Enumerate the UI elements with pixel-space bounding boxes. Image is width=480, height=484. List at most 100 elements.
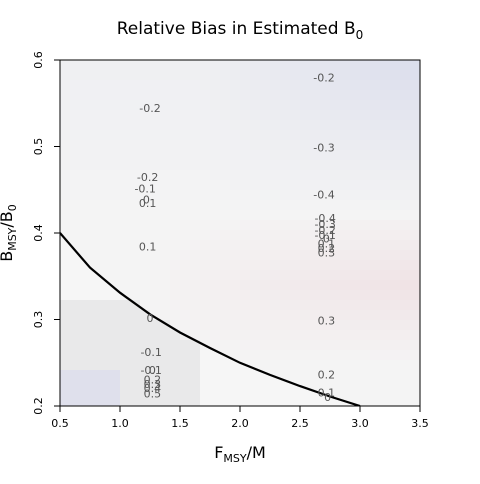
heatmap-cell [110, 130, 121, 141]
heatmap-cell [410, 180, 420, 191]
heatmap-cell [170, 80, 181, 91]
heatmap-cell [240, 130, 251, 141]
heatmap-cell [350, 370, 361, 381]
heatmap-cell [220, 150, 231, 161]
heatmap-cell [120, 120, 131, 131]
heatmap-cell [70, 110, 81, 121]
heatmap-cell [120, 240, 131, 251]
heatmap-cell [120, 340, 131, 351]
heatmap-cell [350, 180, 361, 191]
heatmap-cell [330, 210, 341, 221]
heatmap-cell [250, 260, 261, 271]
heatmap-cell [100, 340, 111, 351]
heatmap-cell [310, 280, 321, 291]
heatmap-cell [140, 380, 151, 391]
heatmap-cell [320, 70, 331, 81]
heatmap-cell [370, 240, 381, 251]
heatmap-cell [240, 340, 251, 351]
heatmap-cell [300, 270, 311, 281]
heatmap-cell [340, 260, 351, 271]
heatmap-cell [400, 130, 411, 141]
heatmap-cell [400, 250, 411, 261]
heatmap-cell [190, 200, 201, 211]
heatmap-cell [260, 150, 271, 161]
heatmap-cell [310, 140, 321, 151]
heatmap-cell [80, 60, 91, 71]
heatmap-cell [370, 380, 381, 391]
heatmap-cell [110, 330, 121, 341]
heatmap-cell [110, 190, 121, 201]
heatmap-cell [370, 340, 381, 351]
heatmap-cell [100, 230, 111, 241]
heatmap-cell [270, 210, 281, 221]
heatmap-cell [330, 110, 341, 121]
heatmap-cell [330, 360, 341, 371]
heatmap-cell [90, 340, 101, 351]
heatmap-cell [200, 290, 211, 301]
heatmap-cell [230, 150, 241, 161]
heatmap-cell [270, 120, 281, 131]
heatmap-cell [380, 320, 391, 331]
heatmap-cell [300, 180, 311, 191]
heatmap-cell [210, 310, 221, 321]
heatmap-cell [120, 70, 131, 81]
heatmap-cell [300, 60, 311, 71]
heatmap-cell [130, 350, 141, 361]
heatmap-cell [70, 190, 81, 201]
heatmap-cell [230, 380, 241, 391]
heatmap-cell [220, 320, 231, 331]
heatmap-cell [190, 360, 201, 371]
heatmap-cell [140, 160, 151, 171]
heatmap-cell [210, 340, 221, 351]
heatmap-cell [80, 130, 91, 141]
heatmap-cell [390, 60, 401, 71]
heatmap-cell [230, 160, 241, 171]
heatmap-cell [410, 240, 420, 251]
heatmap-cell [140, 260, 151, 271]
heatmap-cell [370, 150, 381, 161]
heatmap-cell [300, 310, 311, 321]
heatmap-cell [70, 200, 81, 211]
heatmap-cell [270, 390, 281, 401]
heatmap-cell [260, 120, 271, 131]
contour-label: 0.5 [144, 387, 162, 400]
heatmap-cell [70, 60, 81, 71]
heatmap-cell [180, 390, 191, 401]
heatmap-cell [170, 70, 181, 81]
heatmap-cell [260, 280, 271, 291]
heatmap-cell [240, 120, 251, 131]
heatmap-cell [350, 150, 361, 161]
heatmap-cell [100, 80, 111, 91]
heatmap-cell [200, 330, 211, 341]
heatmap-cell [250, 250, 261, 261]
heatmap-cell [390, 290, 401, 301]
heatmap-cell [210, 400, 221, 406]
heatmap-cell [170, 160, 181, 171]
heatmap-cell [160, 60, 171, 71]
heatmap-cell [310, 400, 321, 406]
heatmap-cell [180, 350, 191, 361]
heatmap-cell [310, 70, 321, 81]
heatmap-cell [200, 360, 211, 371]
heatmap-cell [400, 230, 411, 241]
heatmap-cell [410, 220, 420, 231]
heatmap-cell [160, 340, 171, 351]
heatmap-cell [60, 100, 71, 111]
heatmap-cell [80, 220, 91, 231]
heatmap-cell [230, 90, 241, 101]
heatmap-cell [380, 70, 391, 81]
heatmap-cell [380, 360, 391, 371]
heatmap-cell [70, 120, 81, 131]
heatmap-cell [190, 110, 201, 121]
heatmap-cell [220, 100, 231, 111]
heatmap-cell [290, 230, 301, 241]
heatmap-cell [70, 150, 81, 161]
heatmap-cell [300, 330, 311, 341]
heatmap-cell [210, 280, 221, 291]
heatmap-cell [200, 350, 211, 361]
heatmap-cell [320, 250, 331, 261]
heatmap-cell [380, 340, 391, 351]
heatmap-cell [90, 300, 101, 311]
heatmap-cell [190, 250, 201, 261]
heatmap-cell [70, 400, 81, 406]
